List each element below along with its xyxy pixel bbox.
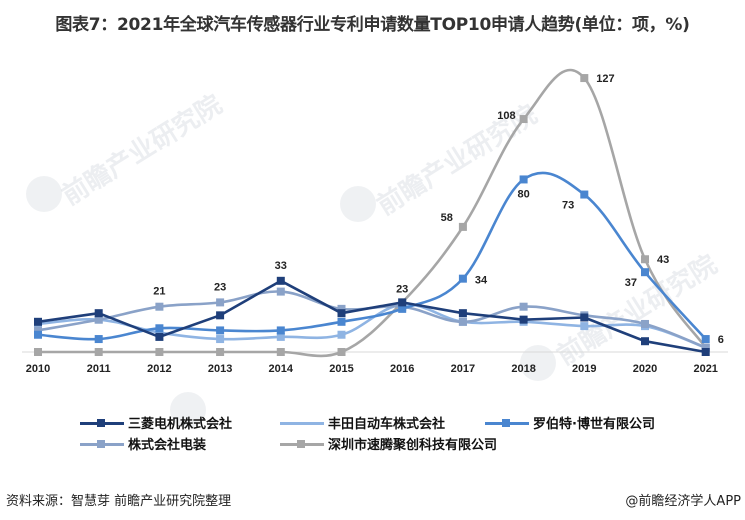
data-point-marker xyxy=(519,175,528,184)
data-point-marker xyxy=(519,302,528,311)
data-point-marker xyxy=(398,304,407,313)
data-point-marker xyxy=(398,298,407,307)
data-point-marker xyxy=(641,268,649,277)
x-tick-label: 2019 xyxy=(572,363,596,375)
data-label: 33 xyxy=(275,260,287,272)
data-point-marker xyxy=(216,298,225,307)
legend-label: 三菱电机株式会社 xyxy=(128,417,233,432)
data-point-marker xyxy=(34,317,42,326)
x-tick-label: 2021 xyxy=(693,363,717,375)
source-note: 资料来源：智慧芽 前瞻产业研究院整理 xyxy=(6,494,232,509)
data-point-marker xyxy=(458,317,467,326)
data-point-marker xyxy=(94,315,103,324)
data-point-marker xyxy=(155,324,164,333)
data-point-marker xyxy=(580,313,589,322)
data-point-marker xyxy=(701,335,710,344)
data-label: 43 xyxy=(657,254,669,266)
legend-item: 罗伯特·博世有限公司 xyxy=(485,413,655,432)
series-2 xyxy=(34,171,710,344)
legend-label: 丰田自动车株式会社 xyxy=(328,417,446,432)
x-tick-label: 2018 xyxy=(511,363,535,375)
data-point-marker xyxy=(337,348,346,356)
x-tick-label: 2016 xyxy=(390,363,414,375)
data-point-marker xyxy=(580,190,589,199)
data-point-marker xyxy=(701,343,710,352)
data-point-marker xyxy=(641,319,649,328)
legend-item: 三菱电机株式会社 xyxy=(80,413,232,432)
x-tick-label: 2017 xyxy=(451,363,475,375)
x-tick-label: 2020 xyxy=(633,363,657,375)
data-point-marker xyxy=(641,255,649,264)
data-label: 21 xyxy=(153,286,165,298)
data-point-marker xyxy=(155,332,164,341)
line-chart: 2010 2011 2012 2013 2014 2015 2016 2017 2018 2019… xyxy=(22,68,728,375)
data-label: 58 xyxy=(441,212,453,224)
data-point-marker xyxy=(458,274,467,283)
data-point-marker xyxy=(580,74,589,83)
data-label: 108 xyxy=(497,110,515,122)
data-point-marker xyxy=(94,348,103,356)
data-label: 73 xyxy=(562,200,574,212)
data-point-marker xyxy=(337,317,346,326)
data-point-marker xyxy=(458,222,467,231)
data-point-marker xyxy=(580,322,589,331)
data-label: 34 xyxy=(475,275,488,287)
data-point-marker xyxy=(519,115,528,124)
data-label: 127 xyxy=(596,73,614,85)
data-point-marker xyxy=(216,335,225,344)
data-label: 23 xyxy=(214,281,226,293)
legend-item: 深圳市速腾聚创科技有限公司 xyxy=(280,434,497,453)
data-point-marker xyxy=(34,330,42,339)
data-point-marker xyxy=(216,326,225,335)
data-point-marker xyxy=(276,348,285,356)
legend-label: 深圳市速腾聚创科技有限公司 xyxy=(328,438,498,453)
data-point-marker xyxy=(34,348,42,356)
data-point-marker xyxy=(155,348,164,356)
credit-note: @前瞻经济学人APP xyxy=(625,494,741,509)
data-point-marker xyxy=(337,309,346,318)
data-point-marker xyxy=(276,287,285,296)
data-label: 6 xyxy=(718,334,724,346)
x-tick-label: 2010 xyxy=(26,363,50,375)
x-tick-label: 2012 xyxy=(147,363,171,375)
legend-swatch-icon xyxy=(485,417,529,429)
legend-swatch-icon xyxy=(80,438,124,450)
legend-label: 株式会社电装 xyxy=(128,438,207,453)
x-tick-label: 2015 xyxy=(329,363,353,375)
data-point-marker xyxy=(155,302,164,311)
data-label: 37 xyxy=(625,277,637,289)
data-point-marker xyxy=(276,332,285,341)
data-point-marker xyxy=(701,348,710,356)
legend-swatch-icon xyxy=(280,438,324,450)
series-4 xyxy=(34,68,710,358)
data-point-marker xyxy=(458,309,467,318)
data-point-marker xyxy=(276,326,285,335)
data-point-marker xyxy=(94,309,103,318)
data-point-marker xyxy=(155,328,164,337)
legend-swatch-icon xyxy=(80,417,124,429)
x-tick-label: 2013 xyxy=(208,363,232,375)
legend-label: 罗伯特·博世有限公司 xyxy=(533,417,655,432)
legend-item: 丰田自动车株式会社 xyxy=(280,413,445,432)
data-point-marker xyxy=(276,276,285,285)
legend-item: 株式会社电装 xyxy=(80,434,206,453)
legend-swatch-icon xyxy=(280,417,324,429)
data-point-marker xyxy=(216,348,225,356)
series-0 xyxy=(34,276,710,356)
series-line xyxy=(37,279,706,354)
data-point-marker xyxy=(519,315,528,324)
data-point-marker xyxy=(34,326,42,335)
data-label: 80 xyxy=(517,188,529,200)
data-point-marker xyxy=(641,337,649,346)
data-point-marker xyxy=(337,330,346,339)
series-line xyxy=(37,68,707,358)
series-line xyxy=(37,171,707,341)
data-label: 23 xyxy=(396,283,408,295)
data-point-marker xyxy=(94,335,103,344)
data-point-marker xyxy=(216,311,225,320)
data-point-marker xyxy=(337,304,346,313)
chart-title: 图表7：2021年全球汽车传感器行业专利申请数量TOP10申请人趋势(单位：项，… xyxy=(55,15,690,35)
x-tick-label: 2011 xyxy=(87,363,111,375)
x-tick-label: 2014 xyxy=(269,363,294,375)
